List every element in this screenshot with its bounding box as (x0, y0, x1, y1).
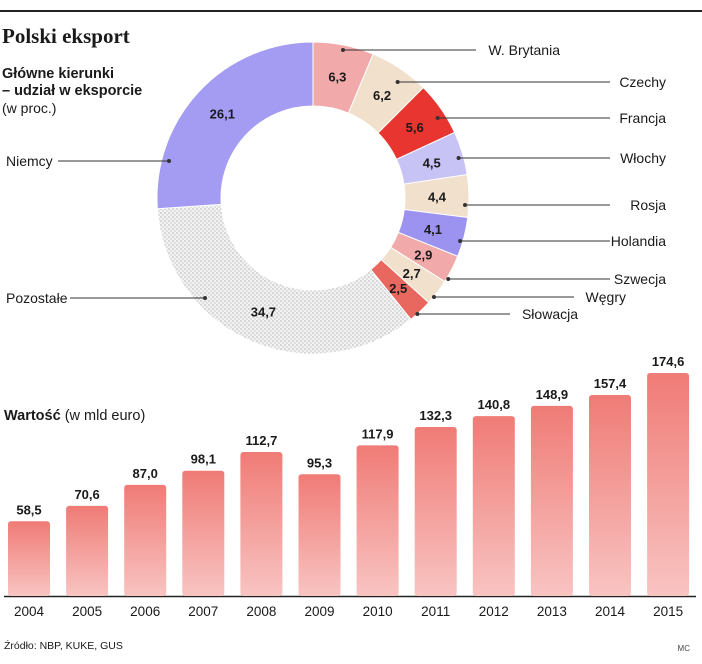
donut-slice-niemcy (156, 41, 314, 210)
donut-value-wlochy: 4,5 (423, 155, 441, 170)
x-tick-2010: 2010 (363, 604, 393, 619)
bar-value-2007: 98,1 (191, 452, 216, 467)
x-tick-2004: 2004 (14, 604, 45, 619)
bar-title-bold: Wartość (4, 408, 61, 424)
donut-label-francja: Francja (619, 110, 666, 126)
donut-value-rosja: 4,4 (428, 189, 447, 204)
bar-2009 (298, 474, 341, 596)
donut-label-holandia: Holandia (611, 233, 666, 249)
donut-label-pozostale: Pozostałe (6, 290, 68, 306)
bar-value-2014: 157,4 (594, 376, 627, 391)
donut-label-niemcy: Niemcy (6, 153, 53, 169)
bar-chart-title: Wartość (w mld euro) (4, 408, 145, 424)
donut-label-szwecja: Szwecja (614, 271, 666, 287)
bar-2013 (530, 405, 573, 596)
bar-2008 (240, 452, 283, 596)
top-rule (0, 10, 702, 12)
bar-value-2012: 140,8 (478, 397, 511, 412)
donut-value-pozostale: 34,7 (251, 305, 276, 320)
donut-value-czechy: 6,2 (373, 88, 391, 103)
donut-value-szwecja: 2,9 (414, 248, 432, 263)
bar-value-2006: 87,0 (133, 466, 158, 481)
donut-slice-pozostale (156, 203, 412, 355)
source-note: Źródło: NBP, KUKE, GUS (4, 640, 123, 652)
x-tick-2012: 2012 (479, 604, 509, 619)
donut-label-czechy: Czechy (619, 74, 666, 90)
donut-value-w-brytania: 6,3 (328, 69, 346, 84)
bar-2006 (124, 484, 167, 596)
bar-2005 (66, 505, 109, 596)
bar-value-2009: 95,3 (307, 455, 332, 470)
donut-unit: (w proc.) (2, 100, 57, 116)
donut-value-niemcy: 26,1 (210, 106, 235, 121)
bar-value-2011: 132,3 (419, 408, 452, 423)
donut-chart: 6,3 W. Brytania 6,2 Czechy 5,6 Francja 4,5 Włoc… (6, 41, 666, 355)
x-tick-2014: 2014 (595, 604, 626, 619)
bar-2014 (589, 394, 631, 596)
donut-value-wegry: 2,7 (403, 266, 421, 281)
bar-2004 (8, 521, 50, 596)
x-tick-2006: 2006 (130, 604, 160, 619)
donut-title: Główne kierunki – udział w eksporcie (2, 66, 142, 100)
x-tick-2011: 2011 (421, 604, 450, 619)
bar-2015 (647, 373, 690, 596)
donut-label-slowacja: Słowacja (522, 306, 578, 322)
x-tick-2009: 2009 (304, 604, 334, 619)
bar-value-2015: 174,6 (652, 354, 685, 369)
donut-label-wlochy: Włochy (620, 150, 666, 166)
bar-value-2004: 58,5 (16, 502, 41, 517)
donut-title-line: Główne kierunki – udział w eksporcie (2, 66, 143, 99)
bar-chart: 58,5 2004 70,6 2005 87,0 2006 98,1 2007 112,7 200… (4, 354, 696, 619)
donut-value-holandia: 4,1 (424, 222, 442, 237)
x-tick-2015: 2015 (653, 604, 683, 619)
bar-2012 (472, 416, 515, 596)
author-credit: MC (677, 644, 690, 653)
donut-label-wegry: Węgry (586, 289, 626, 305)
bar-value-2010: 117,9 (362, 426, 394, 441)
bar-2011 (414, 427, 457, 596)
bar-value-2005: 70,6 (74, 487, 99, 502)
bar-value-2008: 112,7 (245, 433, 277, 448)
bar-title-unit: (w mld euro) (64, 408, 146, 424)
x-tick-2007: 2007 (188, 604, 218, 619)
x-tick-2008: 2008 (246, 604, 276, 619)
page-title: Polski eksport (2, 24, 130, 48)
donut-label-rosja: Rosja (630, 197, 666, 213)
x-tick-2005: 2005 (72, 604, 102, 619)
bar-2010 (356, 445, 399, 596)
bar-2007 (182, 470, 225, 596)
donut-value-slowacja: 2,5 (389, 281, 407, 296)
bar-value-2013: 148,9 (536, 387, 569, 402)
donut-value-francja: 5,6 (406, 120, 424, 135)
x-tick-2013: 2013 (537, 604, 567, 619)
donut-label-w-brytania: W. Brytania (488, 42, 560, 58)
